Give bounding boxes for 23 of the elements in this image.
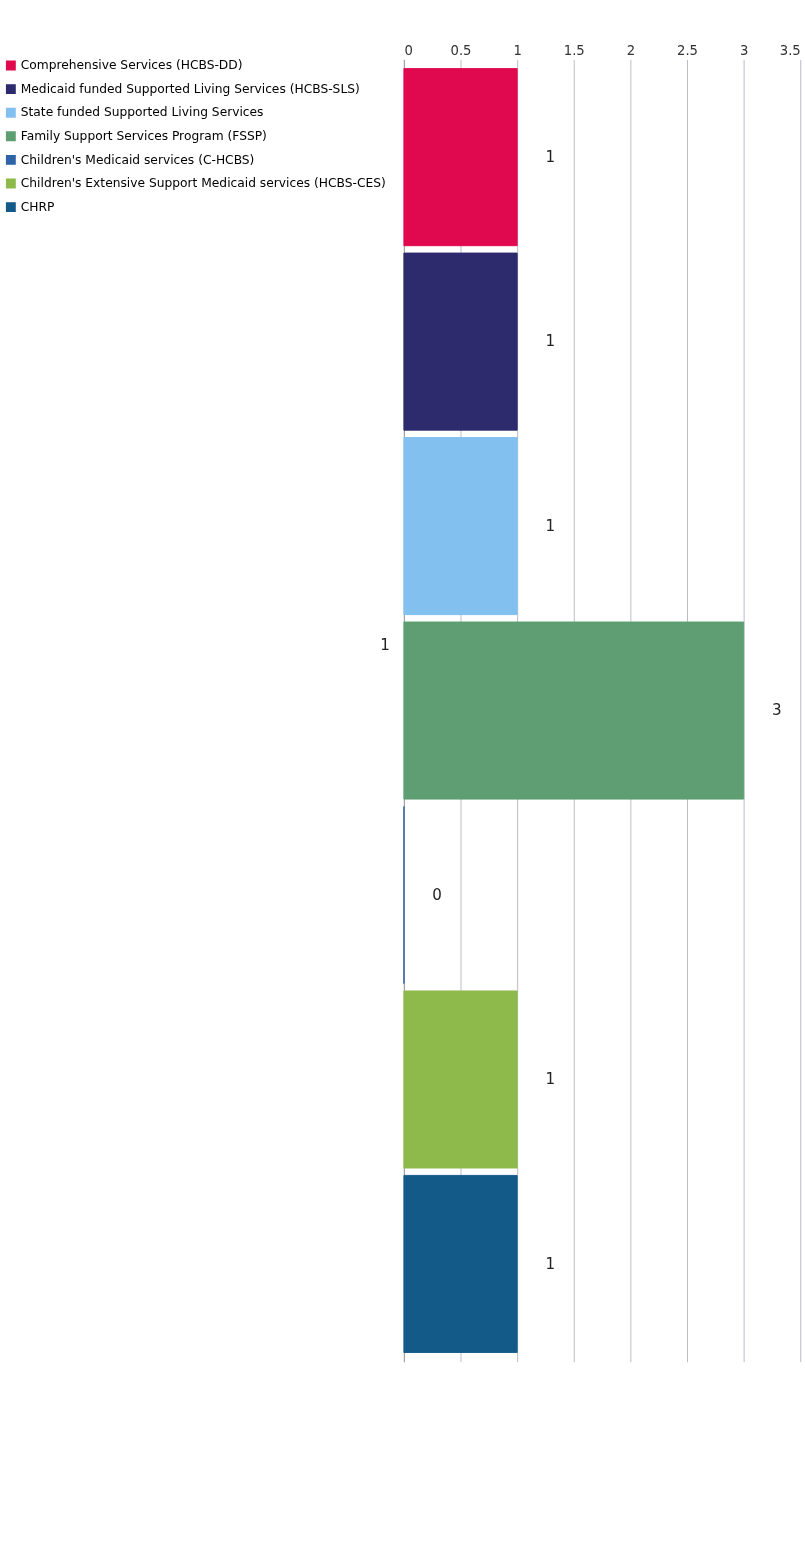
- legend-label: Family Support Services Program (FSSP): [20, 129, 267, 144]
- legend-label: Children's Extensive Support Medicaid services (HCBS-CES): [20, 176, 386, 191]
- data-label: 3: [771, 701, 782, 720]
- data-label: 1: [545, 516, 555, 535]
- x-tick-label: 3: [739, 43, 749, 59]
- x-tick-label: 0: [404, 43, 413, 59]
- x-tick-label: 2: [626, 43, 636, 59]
- x-tick-label: 3.5: [779, 43, 801, 59]
- legend-label: Medicaid funded Supported Living Services (HCBS-SLS): [20, 81, 360, 96]
- data-label: 1: [545, 1070, 555, 1089]
- data-label: 1: [545, 147, 555, 166]
- x-tick-label: 0.5: [450, 43, 472, 59]
- legend-label: Children's Medicaid services (C-HCBS): [20, 152, 255, 167]
- data-label: 1: [545, 1254, 555, 1273]
- data-label: 0: [432, 885, 442, 904]
- x-tick-label: 1.5: [563, 43, 585, 59]
- legend-label: Comprehensive Services (HCBS-DD): [20, 58, 243, 73]
- data-label: 1: [545, 332, 555, 351]
- legend-label: CHRP: [20, 199, 55, 214]
- x-tick-label: 2.5: [677, 43, 699, 59]
- x-tick-label: 1: [513, 43, 522, 59]
- text: 1: [380, 636, 390, 655]
- legend-label: State funded Supported Living Services: [20, 105, 264, 120]
